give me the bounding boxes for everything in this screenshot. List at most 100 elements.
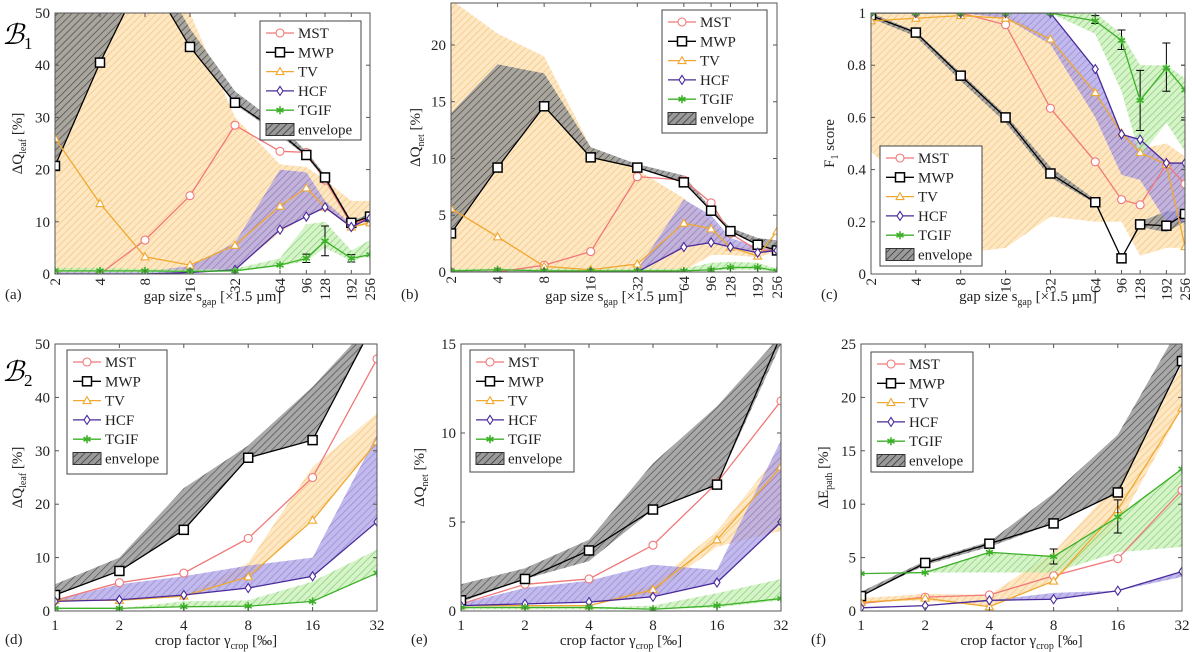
point-tv [1090, 87, 1101, 97]
envelope-band-mwp [55, 13, 370, 225]
x-tick-label: 1 [857, 618, 865, 634]
line-mst [55, 124, 370, 274]
point-mst [114, 578, 124, 588]
legend-label: envelope [909, 454, 963, 470]
series-mwp [461, 344, 778, 606]
point-mwp [229, 97, 241, 109]
y-axis-label: F1 score [822, 119, 841, 168]
panel-a: 2 4 8 16 32 64 96 128 192 256 0 10 20 30 40 50 gap size … [5, 6, 379, 308]
legend-label: MST [105, 355, 136, 371]
legend-label: HCF [918, 209, 947, 225]
line-tv [871, 14, 1185, 247]
panel-f: 1 2 4 8 16 32 0 5 10 15 20 25 crop factor γcrop [‰] Δ… [811, 337, 1190, 652]
legend-marker-tgif [486, 435, 494, 444]
point-tv [372, 436, 377, 446]
y-tick-label: 10 [441, 426, 456, 442]
legend-entry-mst: MST [877, 357, 940, 373]
point-mst [140, 235, 150, 245]
legend-label: envelope [700, 112, 754, 128]
legend-marker-mst [886, 359, 896, 369]
point-tgif [461, 603, 465, 611]
legend-label: TGIF [918, 228, 951, 244]
point-mwp [583, 545, 595, 556]
point-tv [95, 198, 105, 208]
point-tv [1180, 241, 1185, 251]
point-tgif [1136, 96, 1145, 105]
point-mwp [632, 162, 643, 173]
point-tv [712, 534, 722, 544]
point-tgif [347, 254, 356, 263]
legend-marker-tgif [276, 106, 284, 115]
legend-label: TGIF [508, 432, 541, 448]
legend-entry-mwp: MWP [266, 45, 334, 61]
x-tick-label: 8 [1050, 618, 1058, 634]
series-mwp [871, 13, 1185, 264]
point-mst [1113, 554, 1123, 564]
x-tick-label: 96 [704, 276, 720, 292]
legend: MST MWP TV HCF TGIF envelope [870, 351, 974, 473]
legend-entry-hcf: HCF [886, 209, 947, 225]
point-mwp [919, 557, 931, 569]
y-tick-label: 20 [841, 390, 856, 406]
point-mwp [910, 27, 922, 38]
point-mst [776, 396, 781, 406]
y-tick-label: 10 [35, 215, 50, 231]
point-tv [140, 251, 150, 261]
x-axis-label: gap size sgap [×1.5 µm] [959, 289, 1097, 308]
y-tick-label: 40 [35, 58, 50, 74]
y-axis-label-base: ΔE [816, 490, 832, 509]
legend-marker-mst [895, 153, 905, 163]
legend-marker-mst [677, 17, 687, 27]
x-tick-label: 16 [305, 618, 321, 634]
point-tv [1177, 402, 1182, 412]
legend-box [469, 349, 575, 473]
row-label-base: ℬ [2, 20, 26, 51]
point-mwp [1161, 220, 1172, 231]
legend-entry-mst: MST [476, 355, 539, 371]
legend-label: TGIF [105, 432, 138, 448]
point-tgif [1178, 464, 1182, 473]
legend-label: HCF [105, 413, 134, 429]
x-axis-label-pre: crop factor γ [560, 633, 636, 649]
legend-entry-envelope: envelope [667, 112, 754, 128]
x-tick-label: 16 [584, 276, 600, 292]
line-mwp [461, 344, 778, 601]
envelope-band-mwp [461, 344, 781, 603]
envelope-swatch [876, 454, 906, 467]
point-mst [179, 568, 189, 578]
legend-entry-mwp: MWP [668, 34, 736, 50]
x-tick-label: 16 [710, 618, 726, 634]
point-mwp [725, 225, 736, 237]
row-label: ℬ2 [2, 357, 33, 390]
panel-b: 2 4 8 16 32 64 96 128 192 256 0 5 10 15 20 gap size sga… [401, 2, 786, 308]
y-axis-label: ΔQleaf [%] [10, 447, 29, 509]
legend-marker-mst [275, 28, 285, 38]
series-tgif [55, 225, 370, 274]
y-axis-label-unit: [%] [10, 113, 26, 139]
point-mst [1135, 200, 1145, 210]
y-axis-label: ΔEpath [%] [816, 446, 835, 508]
envelope-band-tgif [461, 578, 781, 610]
x-tick-label: 128 [318, 278, 334, 301]
point-hcf [707, 236, 715, 248]
legend-entry-tv: TV [266, 65, 318, 81]
plot-area [461, 344, 781, 611]
point-hcf [1181, 157, 1185, 169]
point-mwp [984, 538, 995, 549]
point-tv [55, 133, 60, 142]
y-tick-label: 30 [35, 110, 50, 126]
line-tgif [461, 597, 781, 610]
x-axis-label: crop factor γcrop [‰] [155, 633, 277, 652]
point-tv [243, 571, 254, 581]
panel-d: 1 2 4 8 16 32 0 10 20 30 40 50 crop factor γcrop [‰]… [5, 337, 385, 652]
point-mwp [492, 162, 503, 173]
legend-box [879, 145, 983, 267]
legend-entry-mwp: MWP [73, 374, 141, 390]
legend-label: TV [700, 54, 720, 70]
legend-marker-mwp [676, 36, 688, 47]
line-hcf [861, 570, 1182, 609]
legend-entry-mwp: MWP [877, 376, 945, 392]
legend-marker-tv [82, 395, 92, 405]
envelope-band-hcf [451, 199, 777, 272]
y-tick-label: 0 [859, 267, 867, 283]
